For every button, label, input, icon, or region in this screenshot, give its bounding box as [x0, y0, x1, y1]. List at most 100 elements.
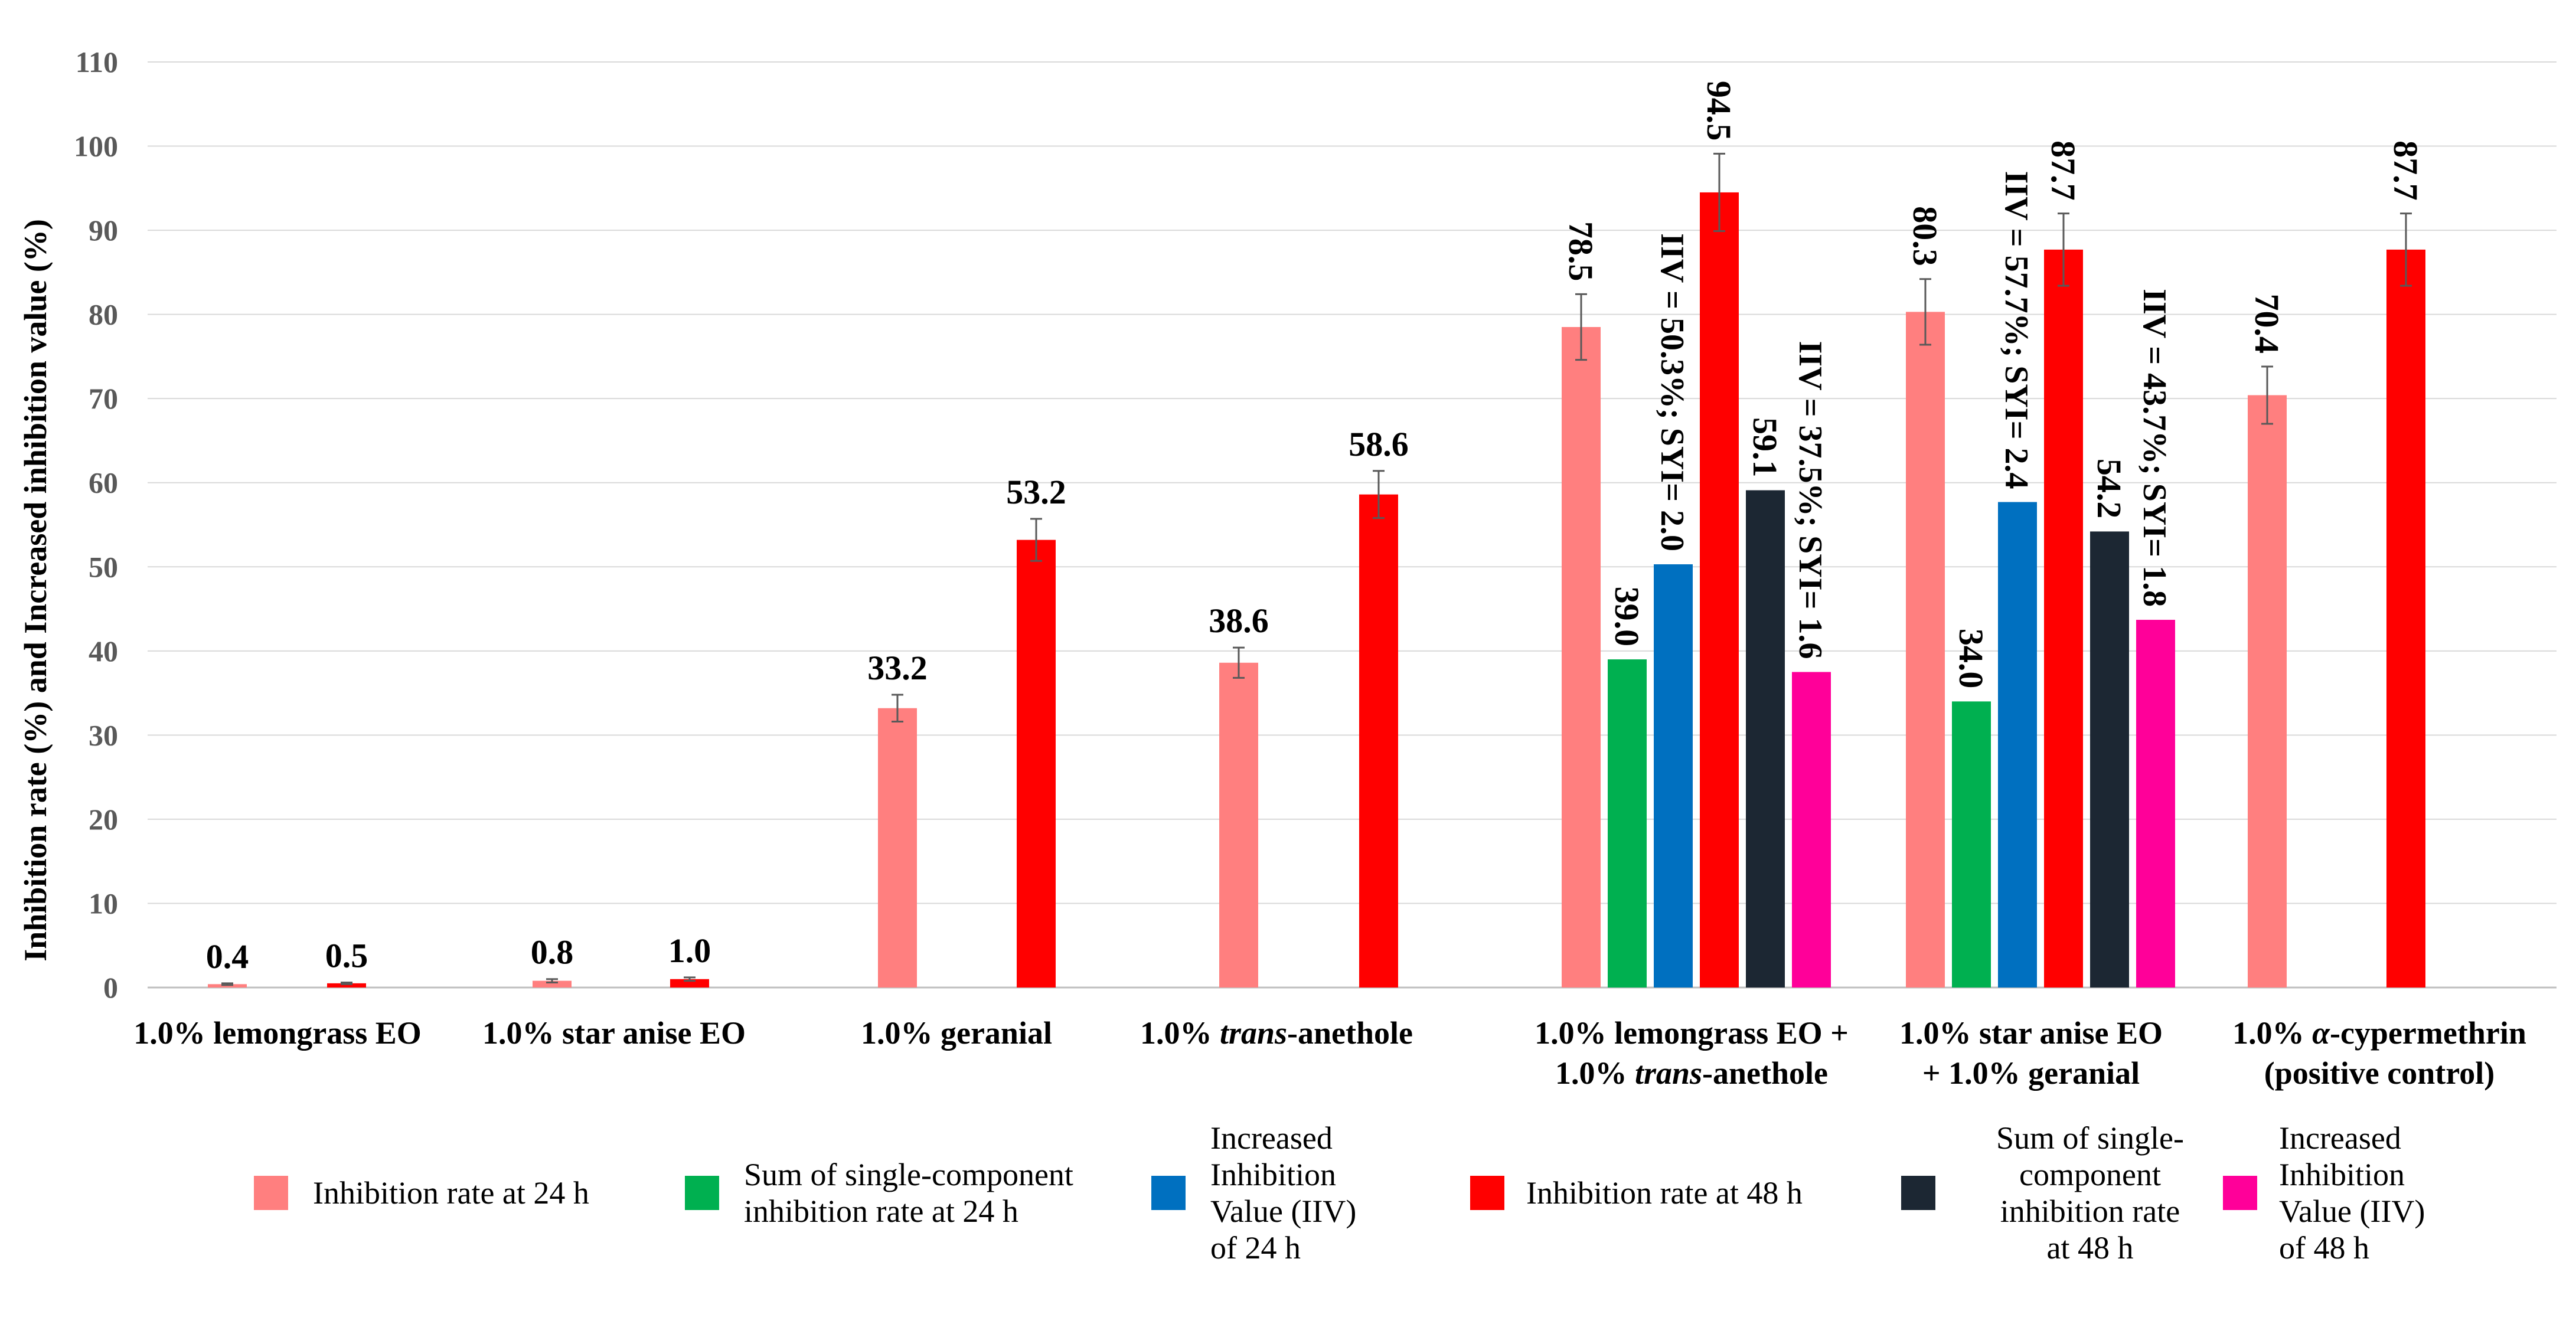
legend-swatch — [254, 1176, 288, 1210]
bar-6-5 — [1792, 672, 1831, 988]
category-label: (positive control) — [2264, 1055, 2495, 1091]
label-run: -cypermethrin — [2330, 1015, 2526, 1051]
data-label: 87.7 — [2386, 140, 2425, 201]
y-tick-label: 70 — [89, 382, 118, 415]
legend: Inhibition rate at 24 h Sum of single-com… — [254, 1120, 2425, 1266]
data-label: 0.4 — [206, 937, 249, 976]
error-bar — [1713, 152, 1725, 233]
y-tick-label: 0 — [103, 971, 118, 1004]
error-bar — [221, 982, 233, 986]
legend-swatch — [685, 1176, 719, 1210]
data-label: 39.0 — [1608, 587, 1646, 647]
bar-1-7 — [2248, 395, 2287, 988]
data-label: 94.5 — [1700, 81, 1738, 141]
bars — [208, 192, 2425, 988]
label-run: 1.0% — [1140, 1015, 1220, 1051]
legend-swatch — [2223, 1176, 2257, 1210]
error-bar — [1030, 518, 1042, 562]
bar-3-5 — [1654, 564, 1693, 988]
error-bar — [1373, 470, 1385, 519]
data-label: 78.5 — [1562, 221, 1600, 282]
data-label: 0.8 — [531, 933, 574, 972]
label-run: -anethole — [1287, 1015, 1413, 1051]
label-run: α — [2312, 1015, 2330, 1051]
data-label: 38.6 — [1209, 601, 1269, 640]
error-bar — [2400, 212, 2412, 287]
legend-label: of 48 h — [2279, 1230, 2369, 1266]
bar-1-6 — [1906, 312, 1945, 988]
bar-4-4 — [1359, 494, 1398, 988]
data-label: 59.1 — [1746, 417, 1784, 478]
legend-label: inhibition rate — [2000, 1194, 2180, 1229]
legend-item-1: Inhibition rate at 24 h — [254, 1175, 589, 1211]
error-bar — [1919, 278, 1931, 346]
label-run: 1.0% lemongrass EO + — [1535, 1015, 1849, 1051]
bar-6-6 — [2136, 620, 2175, 988]
y-tick-label: 90 — [89, 214, 118, 247]
label-run: trans — [1635, 1055, 1702, 1091]
bar-4-2 — [670, 979, 709, 988]
legend-label: Sum of single- — [1996, 1120, 2184, 1156]
legend-label: at 48 h — [2047, 1230, 2134, 1266]
y-tick-label: 10 — [89, 887, 118, 920]
category-label: 1.0% trans-anethole — [1555, 1055, 1828, 1091]
error-bar — [1575, 293, 1587, 361]
y-tick-label: 100 — [74, 130, 118, 163]
legend-label: component — [2019, 1157, 2161, 1192]
category-label: 1.0% star anise EO — [482, 1015, 746, 1051]
bar-1-3 — [878, 708, 917, 988]
data-label: 53.2 — [1006, 473, 1066, 511]
error-bar — [546, 978, 558, 983]
y-tick-label: 50 — [89, 550, 118, 583]
bar-4-7 — [2386, 249, 2425, 988]
legend-swatch — [1151, 1176, 1186, 1210]
annotation-label: IIV = 50.3%; SYI= 2.0 — [1654, 233, 1690, 551]
legend-item-4: Inhibition rate at 48 h — [1470, 1175, 1803, 1211]
bar-4-1 — [327, 983, 366, 988]
legend-label: Increased — [2279, 1120, 2401, 1156]
category-labels: 1.0% lemongrass EO 1.0% star anise EO 1.0%… — [133, 1015, 2526, 1091]
bar-4-6 — [2044, 249, 2083, 988]
y-tick-label: 30 — [89, 718, 118, 751]
error-bar — [1233, 646, 1245, 679]
data-labels: 0.4 0.8 33.2 38.6 78.5 80.3 70.4 39.0 34.0 IIV = … — [206, 81, 2425, 976]
y-tick-label: 20 — [89, 803, 118, 836]
label-run: trans — [1220, 1015, 1287, 1051]
gridlines — [148, 61, 2557, 989]
legend-swatch — [1470, 1176, 1504, 1210]
error-bar — [892, 694, 903, 723]
data-label: 54.2 — [2090, 459, 2128, 519]
bar-1-5 — [1562, 327, 1601, 988]
bar-5-5 — [1746, 490, 1785, 988]
label-run: 1.0% — [2232, 1015, 2312, 1051]
bar-5-6 — [2090, 531, 2129, 988]
data-label: 34.0 — [1952, 629, 1990, 689]
bar-3-6 — [1998, 502, 2037, 988]
bar-1-2 — [533, 980, 572, 988]
data-label: 70.4 — [2248, 294, 2286, 354]
label-run: 1.0% — [1555, 1055, 1635, 1091]
legend-swatch — [1901, 1176, 1935, 1210]
error-bar — [2058, 212, 2069, 287]
category-label: 1.0% trans-anethole — [1140, 1015, 1413, 1051]
data-label: 87.7 — [2044, 140, 2082, 201]
category-label: 1.0% lemongrass EO + — [1535, 1015, 1849, 1051]
data-label: 80.3 — [1906, 206, 1944, 266]
bar-4-5 — [1700, 192, 1739, 988]
error-bar — [2261, 365, 2273, 425]
category-label: 1.0% lemongrass EO — [133, 1015, 422, 1051]
annotation-label: IIV = 57.7%; SYI= 2.4 — [1998, 171, 2035, 489]
y-axis-ticks: 0 10 20 30 40 50 60 70 80 90 100 110 — [74, 45, 118, 1004]
data-label: 58.6 — [1349, 425, 1409, 463]
bar-2-6 — [1952, 701, 1991, 988]
label-run: 1.0% star anise EO — [482, 1015, 746, 1051]
y-tick-label: 60 — [89, 466, 118, 499]
error-bar — [684, 976, 696, 982]
legend-label: of 24 h — [1210, 1230, 1301, 1266]
label-run: + 1.0% geranial — [1922, 1055, 2140, 1091]
legend-label: Inhibition — [2279, 1157, 2405, 1192]
